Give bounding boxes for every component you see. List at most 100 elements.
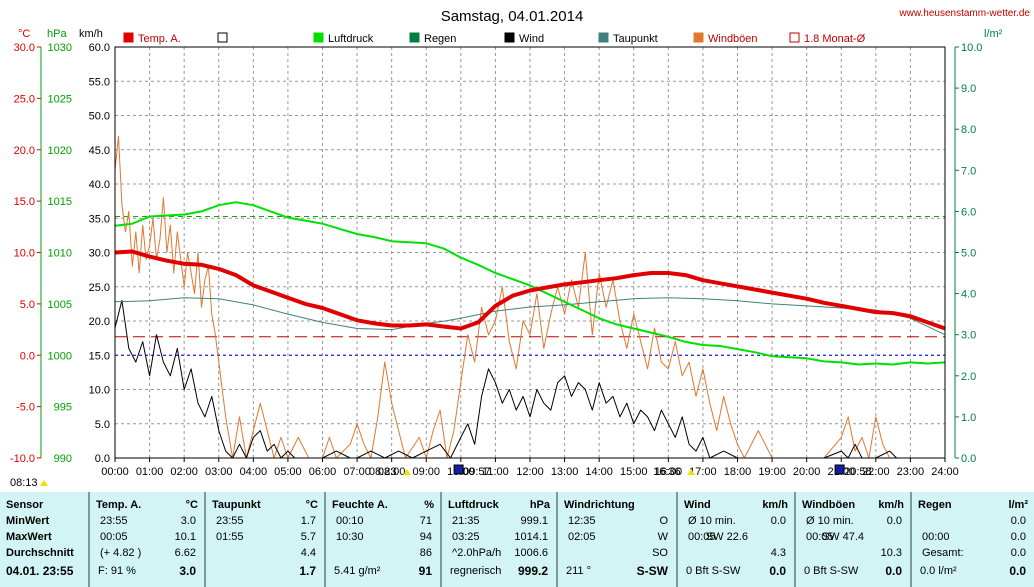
wind-tick: 60.0	[89, 42, 110, 54]
wind-tick: 10.0	[89, 385, 110, 397]
legend-swatch	[217, 32, 228, 43]
stats-col-gusts: Windböen km/h Ø 10 min. 0.0 00:05 SW 47.4 10.3…	[796, 492, 912, 587]
pressure-tick: 995	[54, 402, 72, 414]
x-tick: 05:00	[274, 466, 302, 478]
x-tick: 24:00	[931, 466, 959, 478]
x-tick: 20:00	[793, 466, 821, 478]
x-tick: 06:00	[309, 466, 337, 478]
cell-value: 6.62	[174, 547, 196, 559]
col-header: Windrichtung	[564, 499, 635, 511]
grid	[115, 47, 945, 458]
col-header: Regen	[918, 499, 952, 511]
wind-tick: 40.0	[89, 179, 110, 191]
col-header: Windböen	[802, 499, 856, 511]
sensor-header: Sensor	[6, 499, 44, 511]
event-markers: 08:13 08:23 09:57 16:36 20:58	[10, 464, 872, 489]
rain-tick: 5.0	[961, 248, 976, 260]
current-value: 91	[418, 564, 432, 578]
col-unit: km/h	[878, 499, 904, 511]
x-tick: 18:00	[724, 466, 752, 478]
stats-col-wind: Wind km/h Ø 10 min. 0.0 00:05 SW 22.6 4.3 0 Bft…	[678, 492, 796, 587]
x-tick: 07:00	[343, 466, 371, 478]
site-link[interactable]: www.heusenstamm-wetter.de	[898, 8, 1030, 19]
pressure-unit-label: hPa	[47, 28, 67, 40]
sun-event-icon	[40, 480, 48, 486]
stats-col-temp: Temp. A. °C 23:55 3.0 00:05 10.1 (+ 4.82 ) 6.62…	[90, 492, 206, 587]
x-tick: 04:00	[240, 466, 268, 478]
col-header: Temp. A.	[96, 499, 142, 511]
cell-value: 0.0	[770, 515, 786, 527]
x-tick: 12:00	[516, 466, 544, 478]
col-header: Taupunkt	[212, 499, 261, 511]
event-time: 20:58	[844, 466, 872, 478]
plot-frame	[114, 46, 946, 459]
legend-label: Taupunkt	[613, 33, 658, 45]
cell-value: 999.1	[520, 515, 548, 527]
current-value: 0.0	[1009, 564, 1026, 578]
cell-value: 0.0	[1010, 515, 1026, 527]
wind-tick: 20.0	[89, 316, 110, 328]
col-unit: %	[424, 499, 434, 511]
cell-time: Ø 10 min.	[806, 515, 854, 527]
cell-time: 00:05	[806, 531, 834, 543]
footer-note: 0 Bft S-SW	[686, 565, 741, 577]
cell-value: 94	[419, 531, 432, 543]
legend-label: 1.8 Monat-Ø	[804, 33, 866, 45]
pressure-tick: 990	[54, 453, 72, 465]
x-tick: 16:00	[655, 466, 683, 478]
cell-time: ^2.0hPa/h	[452, 547, 502, 559]
series-wind	[114, 299, 945, 459]
temp-tick: 15.0	[14, 196, 35, 208]
sun-event-icon	[687, 469, 696, 475]
pressure-tick: 1020	[48, 145, 72, 157]
x-tick: 01:00	[136, 466, 164, 478]
current-value: S-SW	[636, 564, 668, 578]
pressure-tick: 1000	[48, 350, 72, 362]
col-unit: °C	[185, 499, 198, 511]
stats-panel: Sensor MinWert MaxWert Durchschnitt 04.0…	[0, 492, 1034, 587]
legend-swatch	[693, 32, 704, 43]
wind-tick: 25.0	[89, 282, 110, 294]
x-tick: 17:00	[689, 466, 717, 478]
cell-time: 03:25	[452, 531, 480, 543]
wind-tick: 0.0	[95, 453, 110, 465]
temp-tick: 10.0	[14, 248, 35, 260]
temp-unit-label: °C	[18, 28, 30, 40]
current-value: 1.7	[299, 564, 316, 578]
rain-tick: 8.0	[961, 124, 976, 136]
chart-title: Samstag, 04.01.2014	[441, 8, 584, 25]
cell-value: 3.0	[180, 515, 196, 527]
wind-tick: 30.0	[89, 248, 110, 260]
rain-tick: 3.0	[961, 330, 976, 342]
x-tick: 13:00	[551, 466, 579, 478]
footer-note: 0 Bft S-SW	[804, 565, 859, 577]
event-time: 08:23	[369, 466, 397, 478]
cell-value: O	[659, 515, 668, 527]
rain-tick: 4.0	[961, 289, 976, 301]
wind-unit-label: km/h	[79, 28, 103, 40]
cell-time: 00:05	[688, 531, 716, 543]
series-temp-a-	[114, 249, 946, 331]
event-flag-icon	[453, 464, 464, 475]
col-header: Wind	[684, 499, 711, 511]
temp-tick: 0.0	[20, 350, 35, 362]
x-tick: 00:00	[101, 466, 129, 478]
x-tick: 14:00	[585, 466, 613, 478]
temp-tick: 25.0	[14, 93, 35, 105]
legend: Temp. A. Luftdruck Regen Wind Taupunkt Windbö…	[123, 32, 866, 45]
wind-tick: 15.0	[89, 350, 110, 362]
col-header: Luftdruck	[448, 499, 499, 511]
legend-swatch	[409, 32, 420, 43]
series-windböen	[114, 135, 945, 459]
cell-value: 71	[419, 515, 432, 527]
cell-time: (+ 4.82 )	[100, 547, 142, 559]
left-axes: 30.0 25.0 20.0 15.0 10.0 5.0 0.0 -5.0 -10.0 1030 1…	[10, 42, 110, 465]
pressure-tick: 1025	[48, 93, 72, 105]
x-tick: 19:00	[758, 466, 786, 478]
cell-time: 02:05	[568, 531, 596, 543]
col-unit: °C	[305, 499, 318, 511]
weather-chart: Samstag, 04.01.2014 www.heusenstamm-wett…	[10, 8, 1031, 489]
rain-unit-label: l/m²	[984, 28, 1003, 40]
col-unit: l/m²	[1008, 499, 1028, 511]
footer-note: 5.41 g/m²	[334, 565, 381, 577]
